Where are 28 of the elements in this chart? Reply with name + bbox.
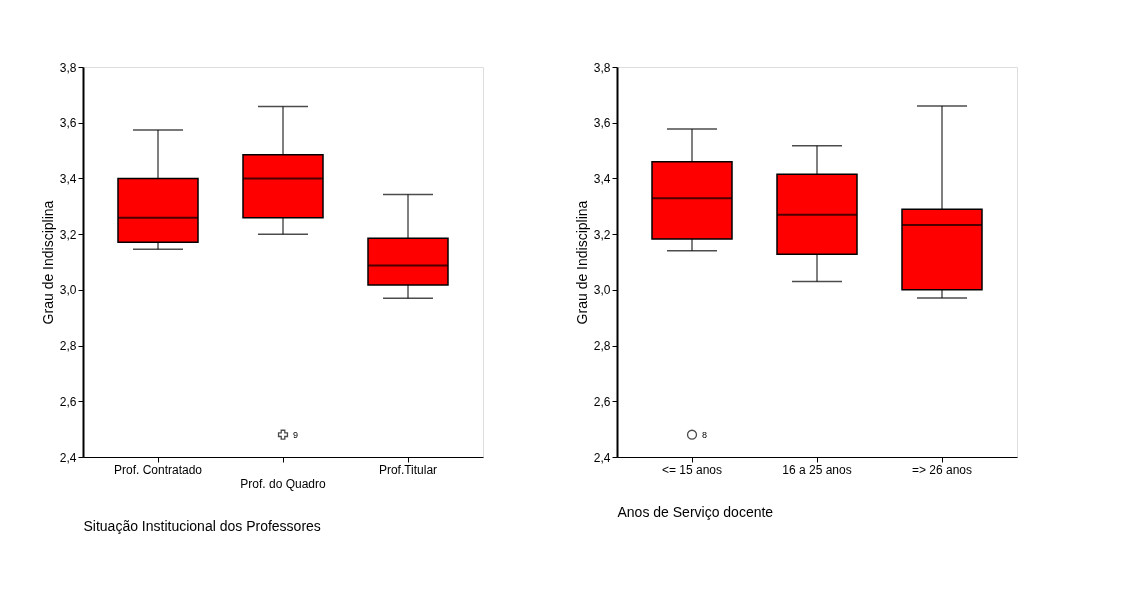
y-tick-label: 3,6 — [59, 116, 77, 131]
y-axis-title: Grau de Indisciplina — [573, 200, 590, 325]
x-tick-label: Prof. do Quadro — [240, 476, 327, 491]
y-tick-label: 3,6 — [593, 116, 611, 131]
y-tick-label: 3,0 — [593, 283, 611, 298]
y-tick-label: 3,4 — [59, 171, 77, 186]
y-tick-label: 2,6 — [59, 394, 77, 409]
y-tick-label: 3,0 — [59, 283, 77, 298]
y-tick-label: 2,4 — [593, 450, 611, 465]
y-tick-label: 3,8 — [593, 60, 611, 75]
x-tick-label: 16 a 25 anos — [782, 462, 852, 477]
y-tick-label: 2,8 — [59, 339, 77, 354]
y-tick-label: 3,4 — [593, 171, 611, 186]
annotation: 9 — [293, 429, 299, 440]
x-tick-label: Prof.Titular — [378, 462, 438, 477]
x-tick-label: <= 15 anos — [661, 462, 723, 477]
y-tick-label: 3,8 — [59, 60, 77, 75]
y-tick-label: 2,6 — [593, 394, 611, 409]
y-tick-label: 2,4 — [59, 450, 77, 465]
y-tick-label: 2,8 — [593, 339, 611, 354]
y-tick-label: 3,2 — [59, 227, 77, 242]
x-tick-label: Prof. Contratado — [113, 462, 203, 477]
annotation: 8 — [702, 429, 708, 440]
x-axis-title: Anos de Serviço docente — [617, 503, 774, 520]
y-tick-label: 3,2 — [593, 227, 611, 242]
x-axis-title: Situação Institucional dos Professores — [83, 517, 321, 534]
x-tick-label: => 26 anos — [911, 462, 973, 477]
y-axis-title: Grau de Indisciplina — [39, 200, 56, 325]
